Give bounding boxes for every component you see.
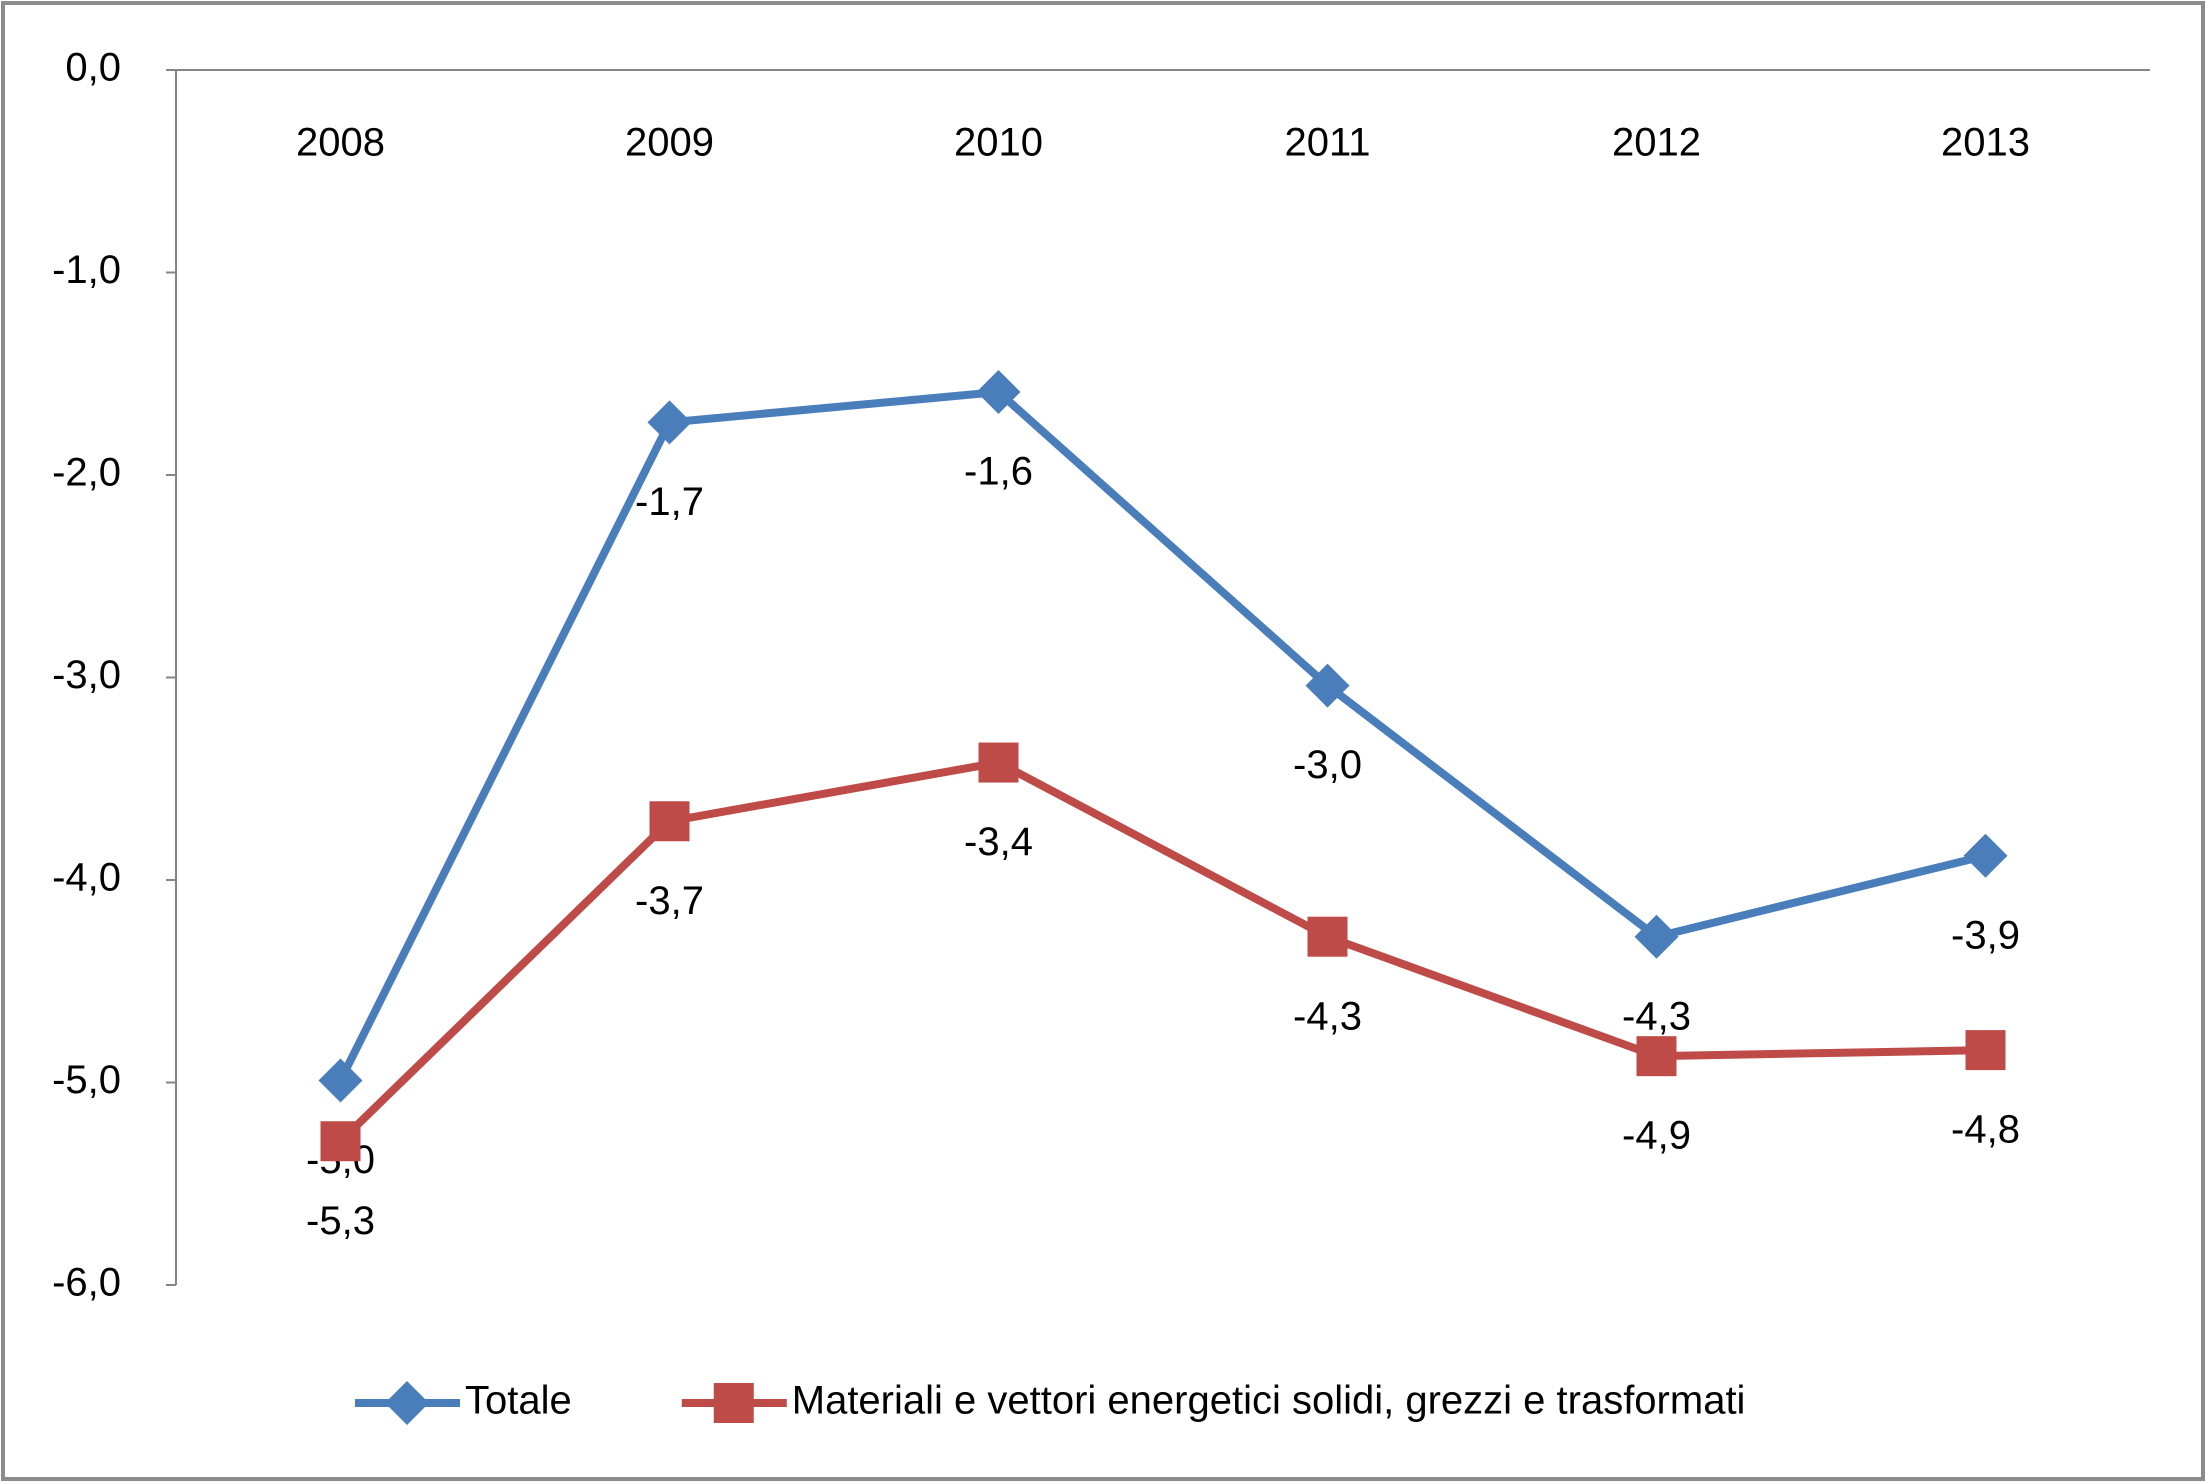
- x-tick-label: 2012: [1612, 121, 1701, 165]
- marker: [1305, 663, 1350, 708]
- y-tick-label: -2,0: [52, 451, 121, 495]
- marker: [1965, 1030, 2006, 1071]
- data-label: -3,7: [635, 879, 704, 923]
- marker: [1963, 833, 2008, 878]
- marker: [1634, 914, 1679, 959]
- y-tick-label: -6,0: [52, 1261, 121, 1305]
- marker: [976, 369, 1021, 414]
- series-line: [336, 387, 1987, 1083]
- data-label: -3,4: [964, 820, 1033, 864]
- data-label: -1,7: [635, 480, 704, 524]
- marker: [649, 801, 690, 842]
- x-tick-label: 2011: [1284, 121, 1370, 165]
- marker: [385, 1381, 429, 1425]
- marker: [1636, 1036, 1677, 1077]
- marker: [978, 742, 1019, 783]
- marker: [713, 1383, 754, 1423]
- marker: [647, 400, 692, 445]
- y-tick-label: -3,0: [52, 653, 121, 697]
- data-label: -5,3: [306, 1199, 375, 1243]
- marker: [320, 1121, 361, 1162]
- x-tick-label: 2008: [296, 121, 385, 165]
- y-tick-label: -1,0: [52, 248, 121, 292]
- marker: [1307, 916, 1348, 957]
- y-tick-label: -4,0: [52, 856, 121, 900]
- y-tick-label: 0,0: [65, 46, 121, 90]
- data-label: -4,3: [1293, 994, 1362, 1038]
- legend-label: Totale: [465, 1379, 572, 1423]
- data-label: -3,0: [1293, 743, 1362, 787]
- x-tick-label: 2013: [1941, 121, 2030, 165]
- series-line: [337, 758, 1986, 1145]
- y-tick-label: -5,0: [52, 1058, 121, 1102]
- data-label: -4,3: [1622, 994, 1691, 1038]
- data-label: -1,6: [964, 450, 1033, 494]
- data-label: -4,8: [1951, 1108, 2020, 1152]
- marker: [318, 1058, 363, 1103]
- data-label: -3,9: [1951, 913, 2020, 957]
- data-label: -4,9: [1622, 1114, 1691, 1158]
- x-tick-label: 2009: [625, 121, 714, 165]
- x-tick-label: 2010: [954, 121, 1043, 165]
- legend-label: Materiali e vettori energetici solidi, g…: [792, 1379, 1746, 1423]
